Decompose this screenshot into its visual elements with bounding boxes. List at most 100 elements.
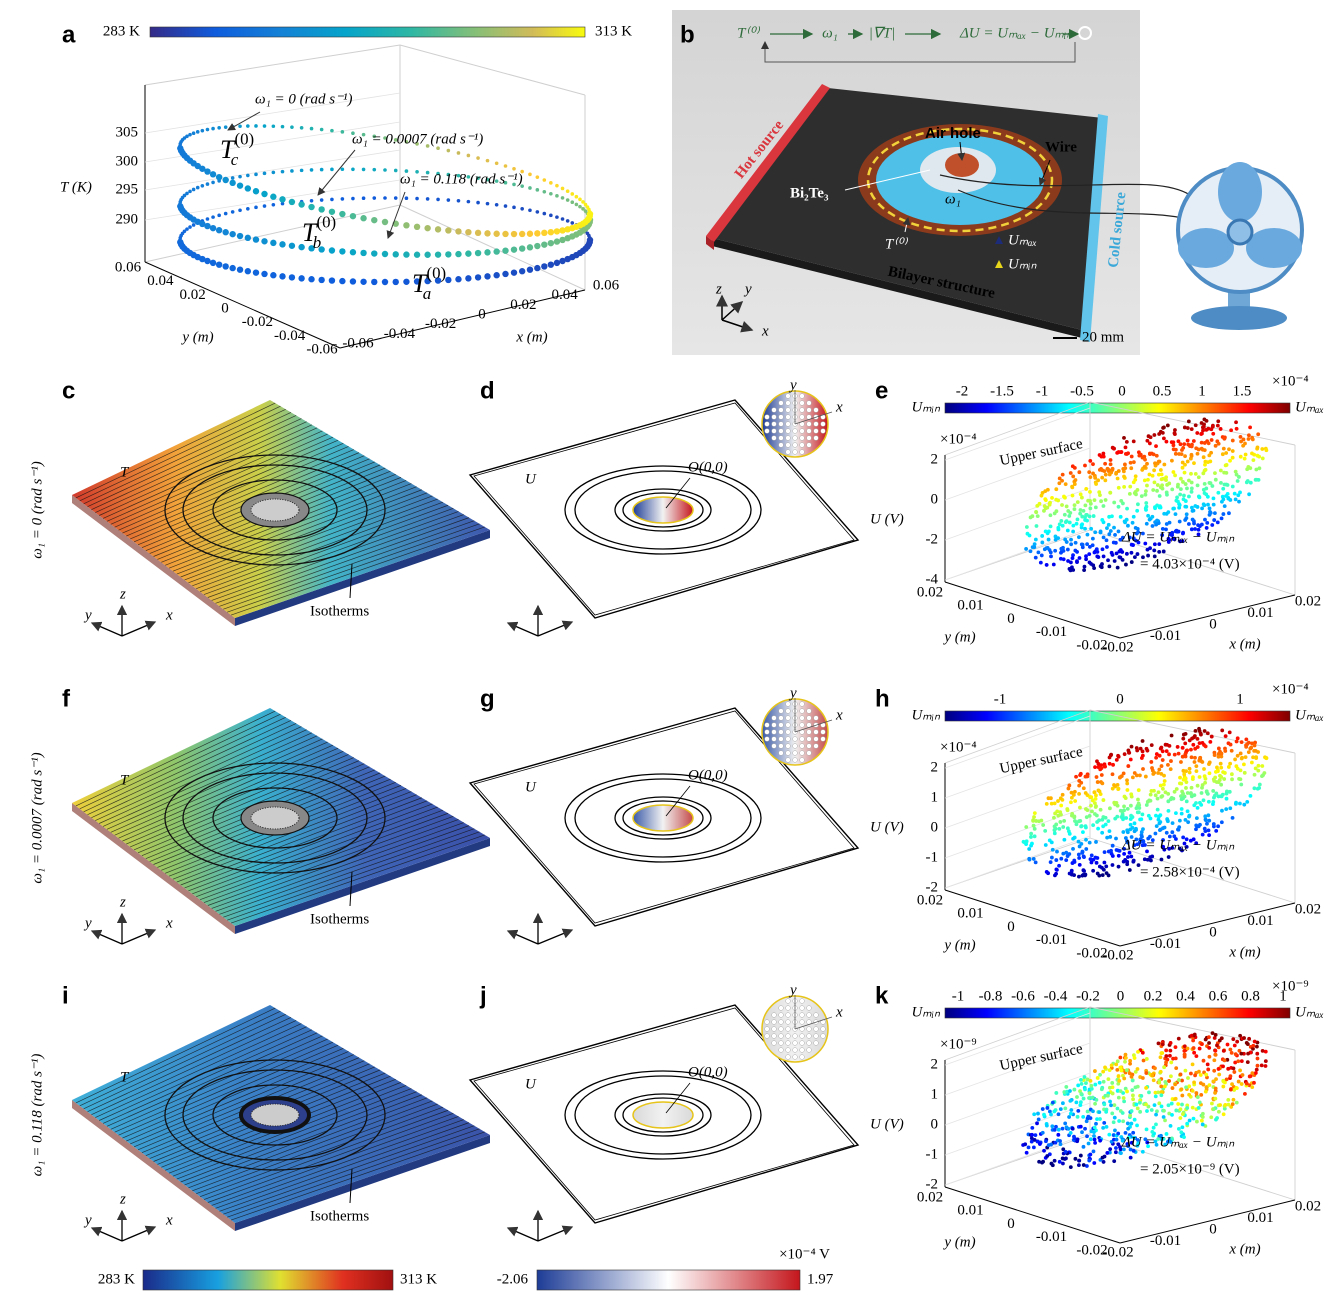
scatter-dot bbox=[1182, 772, 1186, 776]
scatter-dot bbox=[1174, 1056, 1178, 1060]
scatter-dot bbox=[1097, 1110, 1101, 1114]
scatter-dot bbox=[1243, 771, 1247, 775]
scatter-dot bbox=[1102, 861, 1106, 865]
scatter-dot bbox=[1202, 767, 1206, 771]
helix-dot bbox=[414, 252, 420, 258]
scatter-dot bbox=[1109, 849, 1113, 853]
inset-dot bbox=[786, 1055, 791, 1060]
scatter-dot bbox=[1040, 494, 1044, 498]
scatter-dot bbox=[1222, 1080, 1226, 1084]
scatter-dot bbox=[1101, 873, 1105, 877]
x-tick-label: 0.02 bbox=[1295, 901, 1321, 917]
scatter-dot bbox=[1095, 861, 1099, 865]
scatter-dot bbox=[1049, 1113, 1053, 1117]
scatter-dot bbox=[1102, 1102, 1106, 1106]
inset-dot bbox=[807, 408, 812, 413]
scatter-dot bbox=[1082, 869, 1086, 873]
inset-dot bbox=[786, 1020, 791, 1025]
scatter-dot bbox=[1085, 1134, 1089, 1138]
scatter-dot bbox=[1202, 798, 1206, 802]
scatter-dot bbox=[1063, 1122, 1067, 1126]
scatter-dot bbox=[1083, 527, 1087, 531]
scatter-dot bbox=[1073, 503, 1077, 507]
omega: ω₁ bbox=[945, 191, 961, 207]
scatter-dot bbox=[1113, 817, 1117, 821]
scatter-dot bbox=[1219, 427, 1223, 431]
helix-dot bbox=[382, 279, 388, 285]
helix-dot bbox=[360, 279, 366, 285]
temperature-label: T(0)a bbox=[412, 263, 446, 303]
scatter-dot bbox=[1243, 457, 1247, 461]
helix-dot bbox=[201, 129, 205, 133]
scatter-dot bbox=[1054, 498, 1058, 502]
scatter-dot bbox=[1213, 753, 1217, 757]
scatter-dot bbox=[1071, 530, 1075, 534]
scatter-dot bbox=[1116, 477, 1120, 481]
inset-dot bbox=[807, 401, 812, 406]
scatter-dot bbox=[1214, 770, 1218, 774]
scatter-dot bbox=[1214, 1033, 1218, 1037]
scatter-dot bbox=[1167, 752, 1171, 756]
inset-dot bbox=[814, 1034, 819, 1039]
scatter-dot bbox=[1159, 1084, 1163, 1088]
scatter-dot bbox=[1212, 822, 1216, 826]
helix-dot bbox=[211, 127, 215, 131]
scatter-dot bbox=[1134, 1103, 1138, 1107]
scatter-dot bbox=[1130, 745, 1134, 749]
scatter-dot bbox=[1138, 1110, 1142, 1114]
temperature-label-sub: c bbox=[231, 150, 239, 169]
scatter-dot bbox=[1050, 1124, 1054, 1128]
scatter-dot bbox=[1149, 435, 1153, 439]
scatter-dot bbox=[1219, 481, 1223, 485]
helix-dot bbox=[511, 269, 517, 275]
scatter-dot bbox=[1086, 1078, 1090, 1082]
scatter-dot bbox=[1072, 1135, 1076, 1139]
scatter-dot bbox=[1184, 777, 1188, 781]
scatter-dot bbox=[1255, 1045, 1259, 1049]
scatter-dot bbox=[1124, 446, 1128, 450]
scatter-dot bbox=[1132, 439, 1136, 443]
scatter-dot bbox=[1062, 819, 1066, 823]
scatter-dot bbox=[1129, 792, 1133, 796]
scatter-dot bbox=[1194, 729, 1198, 733]
scatter-dot bbox=[1122, 808, 1126, 812]
scatter-dot bbox=[1205, 822, 1209, 826]
x-tick-label: 0.01 bbox=[1247, 605, 1273, 621]
colorbar bbox=[143, 1270, 393, 1290]
temperature-label-sup: (0) bbox=[426, 263, 446, 282]
inset-dot bbox=[800, 436, 805, 441]
helix-dot bbox=[476, 156, 480, 160]
scatter-dot bbox=[1162, 1115, 1166, 1119]
helix-dot bbox=[527, 231, 533, 237]
scatter-dot bbox=[1087, 1142, 1091, 1146]
helix-dot bbox=[581, 200, 585, 204]
x-tick-label: 0.01 bbox=[1247, 913, 1273, 929]
scatter-dot bbox=[1092, 566, 1096, 570]
scatter-dot bbox=[1050, 496, 1054, 500]
helix-dot bbox=[581, 207, 585, 211]
inset-dot bbox=[793, 1041, 798, 1046]
helix-dot bbox=[548, 229, 554, 235]
scatter-dot bbox=[1122, 485, 1126, 489]
axis-letter: x bbox=[835, 707, 843, 723]
inset-dot bbox=[793, 751, 798, 756]
scatter-dot bbox=[1108, 829, 1112, 833]
colorbar-tick: 0.4 bbox=[1176, 988, 1195, 1004]
scatter-dot bbox=[1055, 509, 1059, 513]
scatter-dot bbox=[1110, 1081, 1114, 1085]
scatter-dot bbox=[1178, 503, 1182, 507]
scatter-dot bbox=[1133, 491, 1137, 495]
scatter-dot bbox=[1174, 512, 1178, 516]
scatter-dot bbox=[1100, 518, 1104, 522]
scatter-dot bbox=[1133, 771, 1137, 775]
scatter-dot bbox=[1178, 776, 1182, 780]
scatter-dot bbox=[1179, 760, 1183, 764]
scatter-dot bbox=[1157, 1081, 1161, 1085]
helix-dot bbox=[216, 174, 222, 180]
scatter-dot bbox=[1080, 824, 1084, 828]
scatter-dot bbox=[1086, 533, 1090, 537]
scatter-dot bbox=[1159, 1093, 1163, 1097]
scatter-dot bbox=[1244, 743, 1248, 747]
scatter-dot bbox=[1260, 447, 1264, 451]
scatter-dot bbox=[1086, 774, 1090, 778]
